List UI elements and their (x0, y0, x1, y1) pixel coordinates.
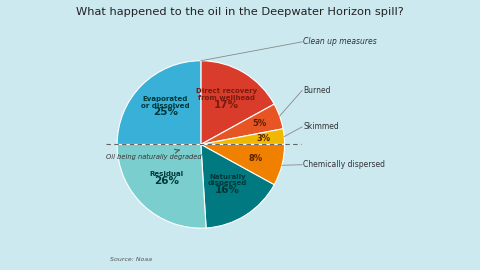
Text: What happened to the oil in the Deepwater Horizon spill?: What happened to the oil in the Deepwate… (76, 7, 404, 17)
Wedge shape (201, 104, 283, 144)
Text: 25%: 25% (153, 107, 178, 117)
Text: Source: Noaa: Source: Noaa (110, 257, 153, 262)
Text: 3%: 3% (256, 134, 270, 143)
Text: from wellhead: from wellhead (198, 95, 255, 101)
Text: or dissolved: or dissolved (141, 103, 190, 109)
Text: Burned: Burned (303, 86, 331, 95)
Text: Evaporated: Evaporated (143, 96, 188, 102)
Text: dispersed: dispersed (208, 180, 248, 187)
Text: Oil being naturally degraded: Oil being naturally degraded (107, 149, 202, 160)
Text: Skimmed: Skimmed (303, 122, 339, 131)
Wedge shape (201, 144, 285, 185)
Text: Clean up measures: Clean up measures (303, 37, 377, 46)
Text: 8%: 8% (249, 154, 263, 163)
Wedge shape (201, 61, 274, 144)
Wedge shape (201, 129, 285, 144)
Text: 17%: 17% (214, 100, 239, 110)
Text: Naturally: Naturally (209, 174, 246, 180)
Text: Residual: Residual (149, 171, 183, 177)
Text: 16%: 16% (215, 185, 240, 195)
Text: Direct recovery: Direct recovery (196, 88, 257, 94)
Text: 5%: 5% (253, 119, 267, 128)
Text: 26%: 26% (154, 176, 179, 186)
Wedge shape (117, 144, 206, 228)
Wedge shape (201, 144, 274, 228)
Text: Chemically dispersed: Chemically dispersed (303, 160, 385, 169)
Wedge shape (117, 61, 201, 144)
